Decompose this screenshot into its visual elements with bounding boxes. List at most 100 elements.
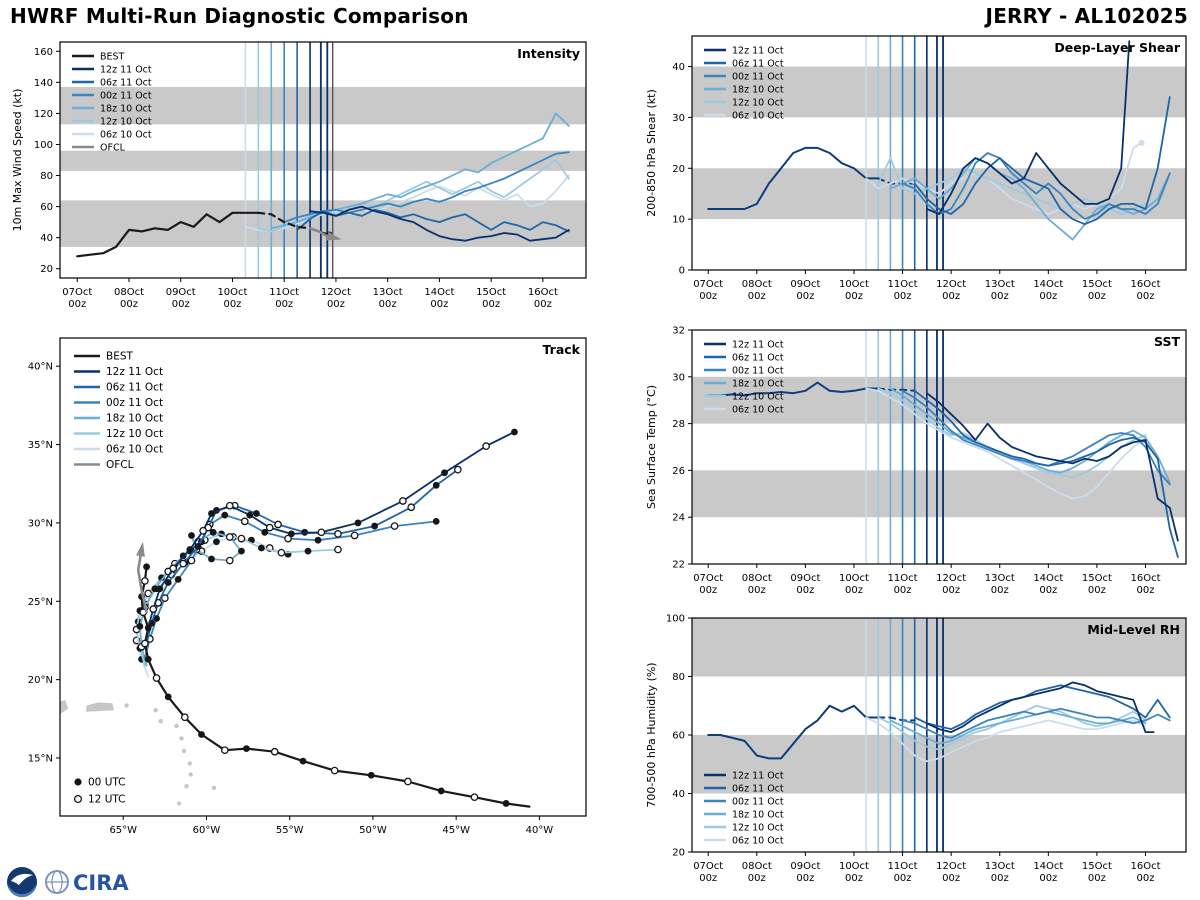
- svg-text:00z: 00z: [894, 291, 912, 302]
- svg-text:BEST: BEST: [100, 52, 125, 63]
- svg-text:700-500 hPa Humidity (%): 700-500 hPa Humidity (%): [645, 662, 658, 807]
- fix-00utc: [143, 563, 150, 571]
- fix-00utc: [208, 510, 215, 517]
- series-06z 10 Oct: [865, 387, 1147, 500]
- fix-00utc: [209, 528, 217, 536]
- svg-text:00z 11 Oct: 00z 11 Oct: [732, 797, 784, 808]
- svg-text:09Oct: 09Oct: [166, 287, 196, 298]
- track-chart: Track 65°W 60°W 55°W 50°W 45°W 40°W 15°N 20°N 25°…: [8, 330, 596, 862]
- fix-00utc: [432, 481, 440, 489]
- series-18z 10 Oct: [889, 387, 1171, 484]
- fix-12utc: [225, 556, 234, 565]
- svg-text:00z: 00z: [845, 585, 863, 596]
- category-band: [692, 376, 1186, 424]
- svg-text:13Oct: 13Oct: [985, 573, 1015, 584]
- svg-text:00z: 00z: [327, 299, 345, 310]
- island: [188, 772, 193, 777]
- cira-logo-text: CIRA: [73, 871, 129, 895]
- fix-00utc: [153, 615, 160, 622]
- svg-text:80: 80: [672, 672, 685, 683]
- series-12z 11 Oct: [309, 205, 570, 242]
- category-band: [60, 150, 586, 171]
- category-band: [692, 470, 1186, 518]
- series-BEST: [76, 211, 260, 258]
- fix-00utc: [432, 517, 440, 525]
- island: [187, 761, 193, 766]
- series-12z 11 Oct: [925, 392, 1179, 542]
- svg-text:13Oct: 13Oct: [373, 287, 403, 298]
- fix-12utc: [334, 530, 342, 538]
- legend: BEST 12z 11 Oct 06z 11 Oct 00z 11 Oct 18z 10…: [72, 52, 152, 154]
- fix-12utc: [240, 517, 249, 526]
- svg-text:12Oct: 12Oct: [936, 573, 966, 584]
- fix-12utc: [187, 556, 196, 565]
- svg-text:00z: 00z: [275, 299, 293, 310]
- svg-text:15Oct: 15Oct: [1082, 861, 1112, 872]
- shear-chart: Deep-Layer Shear 200-850 hPa Shear (kt) 07…: [642, 28, 1194, 316]
- fix-00utc: [304, 547, 312, 555]
- svg-text:12Oct: 12Oct: [321, 287, 351, 298]
- svg-text:30: 30: [672, 372, 685, 383]
- svg-text:Deep-Layer Shear: Deep-Layer Shear: [1054, 40, 1180, 55]
- svg-text:12 UTC: 12 UTC: [88, 794, 126, 806]
- fix-12utc: [179, 559, 188, 568]
- fix-12utc: [274, 520, 282, 529]
- footer-logos: CIRA: [6, 866, 144, 898]
- svg-text:00 UTC: 00 UTC: [88, 777, 126, 789]
- svg-text:00z: 00z: [845, 291, 863, 302]
- fix-12utc: [407, 503, 416, 512]
- coastline: [60, 700, 69, 715]
- svg-text:18z 10 Oct: 18z 10 Oct: [732, 85, 784, 96]
- fix-00utc: [158, 574, 165, 582]
- svg-text:07Oct: 07Oct: [693, 861, 723, 872]
- svg-text:65°W: 65°W: [109, 825, 137, 836]
- svg-text:12Oct: 12Oct: [936, 279, 966, 290]
- svg-text:20: 20: [672, 848, 685, 859]
- fix-00utc: [194, 543, 202, 550]
- svg-text:07Oct: 07Oct: [693, 573, 723, 584]
- svg-text:14Oct: 14Oct: [424, 287, 454, 298]
- category-band: [60, 87, 586, 125]
- fix-12utc: [270, 747, 279, 756]
- svg-text:06z 10 Oct: 06z 10 Oct: [732, 836, 784, 847]
- island: [179, 736, 184, 741]
- svg-text:12z 10 Oct: 12z 10 Oct: [732, 392, 784, 403]
- svg-text:00z: 00z: [991, 873, 1009, 884]
- svg-text:00z: 00z: [1137, 585, 1155, 596]
- fix-00utc: [367, 771, 375, 779]
- svg-text:14Oct: 14Oct: [1033, 861, 1063, 872]
- svg-text:18z 10 Oct: 18z 10 Oct: [106, 413, 163, 425]
- fix-00utc: [144, 655, 152, 663]
- svg-text:10: 10: [672, 215, 685, 226]
- series-analysis: [707, 146, 880, 210]
- svg-text:12z 11 Oct: 12z 11 Oct: [732, 771, 784, 782]
- series-18z 10 Oct: [270, 112, 570, 230]
- legend: BEST 12z 11 Oct 06z 11 Oct 00z 11 Oct 18z 10…: [74, 351, 163, 471]
- svg-text:06z 11 Oct: 06z 11 Oct: [732, 784, 784, 795]
- svg-text:08Oct: 08Oct: [742, 573, 772, 584]
- svg-text:08Oct: 08Oct: [114, 287, 144, 298]
- series-analysis: [707, 381, 880, 397]
- fix-00utc: [174, 575, 182, 583]
- svg-text:09Oct: 09Oct: [790, 861, 820, 872]
- svg-text:32: 32: [672, 326, 685, 337]
- svg-text:0: 0: [679, 266, 685, 277]
- fix-12utc: [225, 501, 234, 510]
- fix-00utc: [164, 693, 172, 701]
- fix-00utc: [441, 469, 448, 477]
- svg-text:40: 40: [40, 233, 53, 244]
- svg-text:12Oct: 12Oct: [936, 861, 966, 872]
- svg-text:00z: 00z: [223, 299, 241, 310]
- series-analysis-dash: [877, 716, 916, 722]
- svg-text:15°N: 15°N: [28, 754, 53, 765]
- svg-text:00z: 00z: [748, 873, 766, 884]
- svg-text:45°W: 45°W: [442, 825, 470, 836]
- svg-text:OFCL: OFCL: [106, 459, 134, 471]
- fix-12utc: [265, 523, 274, 532]
- series-12z 10 Oct: [877, 157, 1147, 215]
- fix-12utc: [141, 639, 149, 648]
- svg-text:00z 11 Oct: 00z 11 Oct: [106, 397, 163, 409]
- fix-12utc: [470, 793, 479, 802]
- svg-text:140: 140: [34, 78, 53, 89]
- svg-text:00z: 00z: [1088, 585, 1106, 596]
